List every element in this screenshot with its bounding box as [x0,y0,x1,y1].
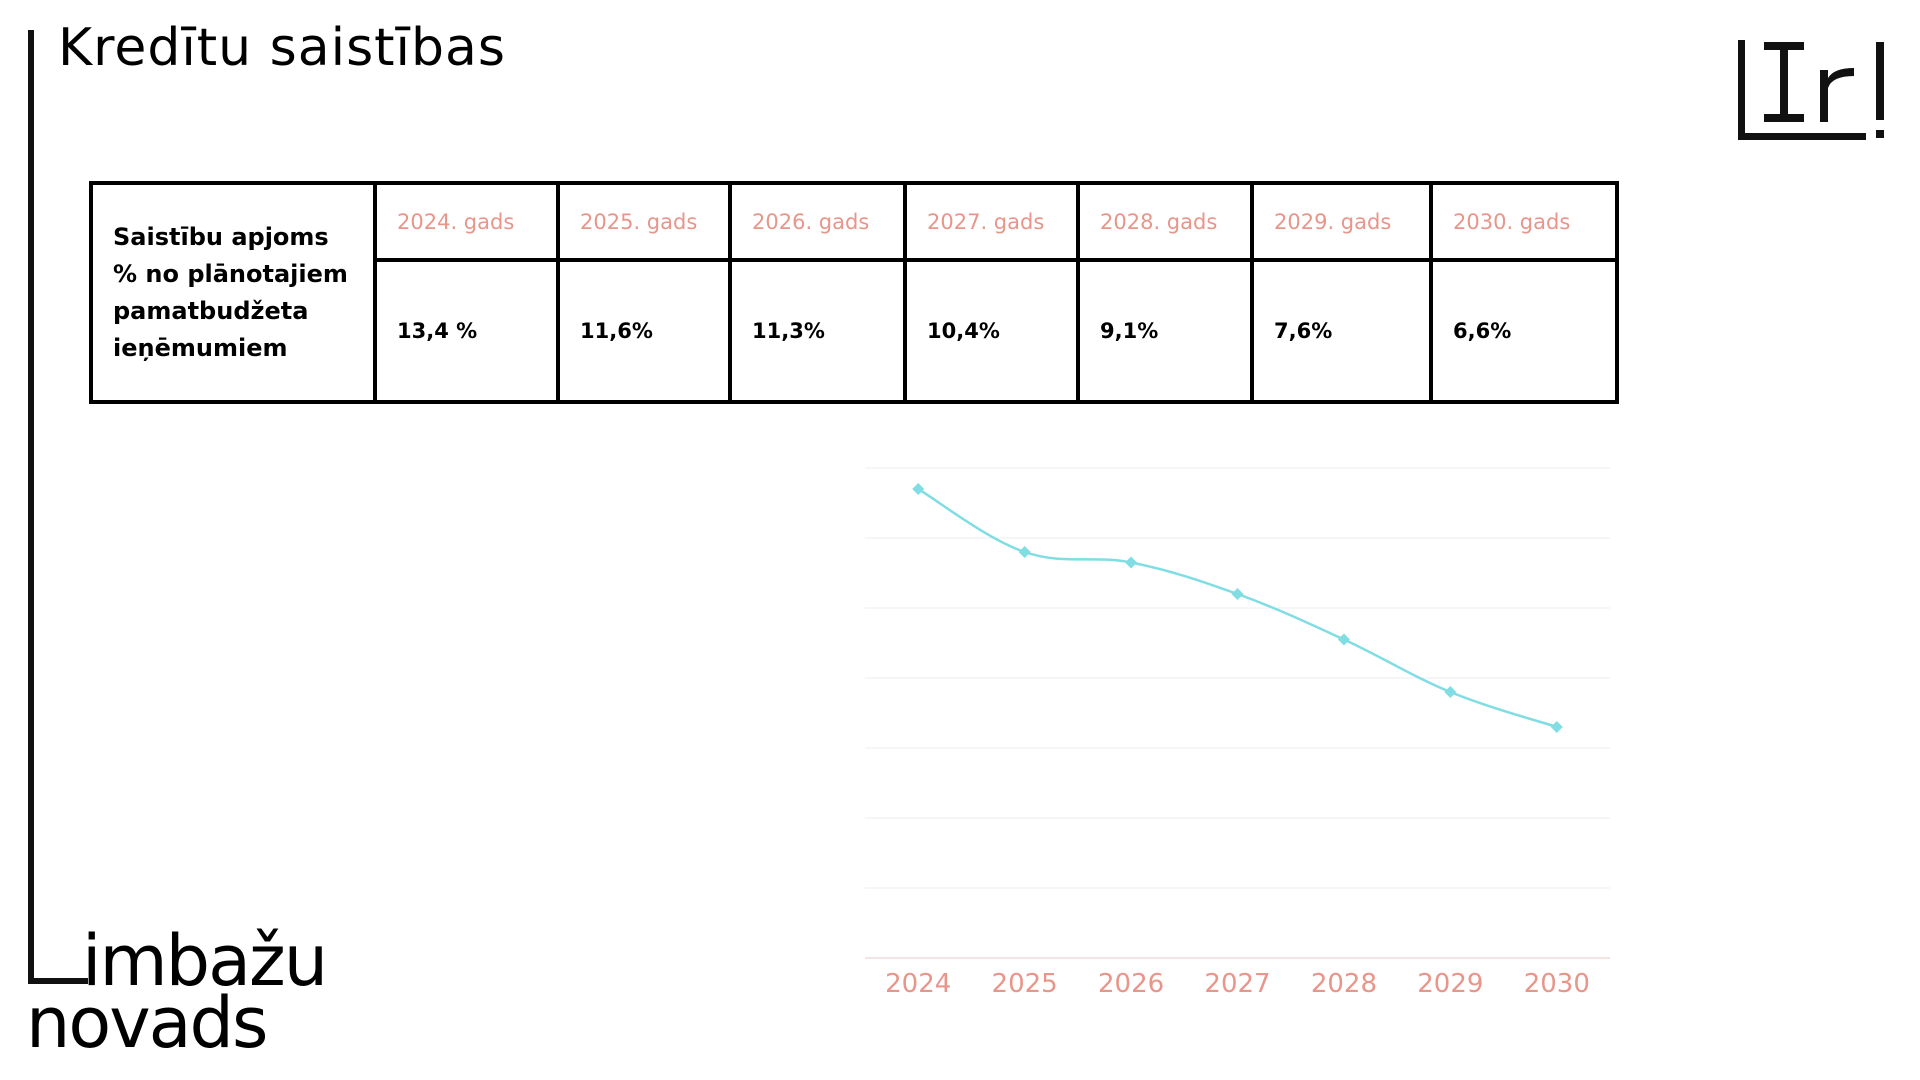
x-tick-label: 2026 [1098,969,1164,999]
value-cell-2025: 11,6% [556,258,732,404]
data-point-2027 [1231,588,1244,600]
ir-logo-icon [1738,40,1884,140]
value-cell-2029: 7,6% [1250,258,1433,404]
value-cell-2030: 6,6% [1429,258,1619,404]
year-header-2029: 2029. gads [1250,181,1433,262]
data-point-2024 [912,483,925,495]
x-tick-label: 2025 [992,969,1058,999]
brand-line-1: imbažu [82,920,328,1002]
x-tick-label: 2029 [1417,969,1483,999]
value-cell-2027: 10,4% [903,258,1080,404]
year-header-2028: 2028. gads [1076,181,1254,262]
brand-bottom-rule [28,978,88,984]
year-header-2030: 2030. gads [1429,181,1619,262]
brand-line-2: novads [26,982,268,1064]
year-header-2025: 2025. gads [556,181,732,262]
liabilities-table: Saistību apjoms % no plānotajiem pamatbu… [89,181,1619,404]
value-cell-2024: 13,4 % [373,258,560,404]
page-title: Kredītu saistības [58,18,506,78]
data-point-2025 [1018,546,1031,558]
year-header-2026: 2026. gads [728,181,907,262]
row-header-cell: Saistību apjoms % no plānotajiem pamatbu… [89,181,377,404]
x-tick-label: 2030 [1524,969,1590,999]
data-point-2030 [1550,721,1563,733]
data-point-2028 [1337,633,1350,646]
data-point-2026 [1125,556,1138,569]
x-tick-label: 2028 [1311,969,1377,999]
value-cell-2026: 11,3% [728,258,907,404]
year-header-2027: 2027. gads [903,181,1080,262]
x-tick-label: 2027 [1204,969,1270,999]
x-tick-label: 2024 [885,969,951,999]
value-cell-2028: 9,1% [1076,258,1254,404]
brand-wordmark: imbažu novads [26,920,328,1064]
chart-series [912,483,1563,733]
year-header-2024: 2024. gads [373,181,560,262]
data-point-2029 [1444,686,1457,698]
chart-x-ticks: 2024 2025 2026 2027 2028 2029 2030 [885,969,1590,999]
left-vertical-rule [28,30,34,984]
chart-gridlines [865,467,1610,889]
